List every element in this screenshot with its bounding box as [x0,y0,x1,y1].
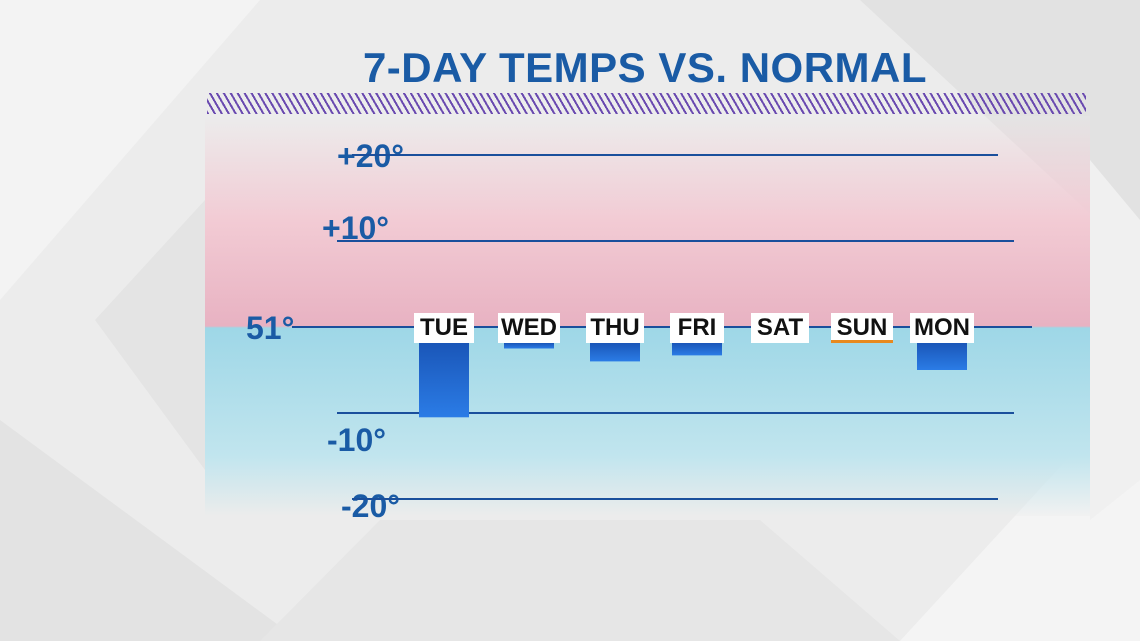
day-label-wed: WED [498,313,560,343]
bar-wed [504,343,554,349]
tick-label-minus-10: -10° [327,422,387,458]
day-label-sat: SAT [751,313,809,343]
title-hatch-divider [207,93,1086,114]
bar-thu [590,343,640,362]
day-label-tue: TUE [414,313,474,343]
bar-tue [419,343,469,418]
bar-fri [672,343,722,356]
day-label-mon: MON [910,313,974,343]
tick-label-minus-20: -20° [341,488,401,524]
bar-mon [917,343,967,370]
tick-label-plus-10: +10° [322,210,390,246]
chart-title: 7-DAY TEMPS VS. NORMAL [362,44,928,91]
day-label-thu: THU [586,313,644,343]
baseline-label: 51° [246,310,295,346]
day-label-sun: SUN [831,313,893,343]
day-label-fri: FRI [670,313,724,343]
